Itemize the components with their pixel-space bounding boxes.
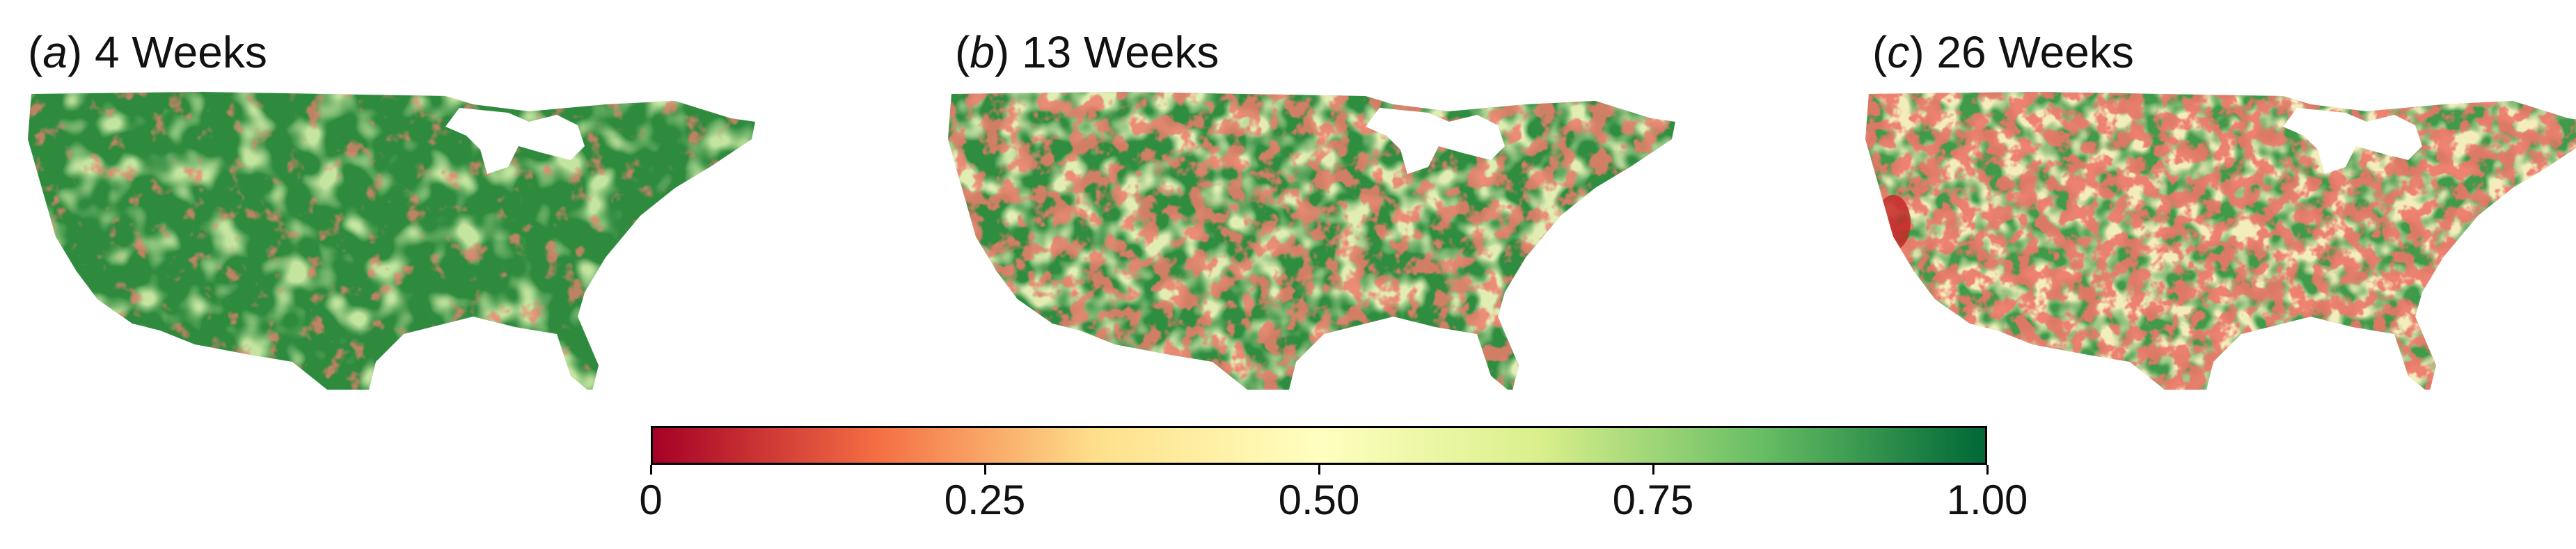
great-lakes bbox=[1366, 108, 1505, 174]
panel-b-title: (b) 13 Weeks bbox=[955, 27, 1219, 77]
colorbar-gradient bbox=[651, 426, 1987, 465]
colorbar-tick-label: 0.75 bbox=[1612, 477, 1694, 523]
colorbar-tick-label: 0 bbox=[639, 477, 663, 523]
panel-b: (b) 13 Weeks bbox=[948, 0, 1755, 417]
great-lakes bbox=[445, 108, 585, 174]
colorbar-tick-mark bbox=[649, 465, 652, 475]
panel-b-label: 13 Weeks bbox=[1009, 27, 1219, 77]
panel-c-title: (c) 26 Weeks bbox=[1872, 27, 2134, 77]
panel-a-label: 4 Weeks bbox=[82, 27, 267, 77]
panel-c-label: 26 Weeks bbox=[1924, 27, 2134, 77]
colorbar-tick-mark bbox=[1986, 465, 1989, 475]
colorbar-tick-mark bbox=[983, 465, 986, 475]
great-lakes bbox=[2283, 108, 2422, 174]
panel-c: (c) 26 Weeks bbox=[1865, 0, 2576, 417]
panel-a-letter: a bbox=[42, 27, 68, 77]
panel-b-letter: b bbox=[970, 27, 995, 77]
colorbar-tick-label: 0.25 bbox=[944, 477, 1026, 523]
colorbar: 0 0.25 0.50 0.75 1.00 bbox=[639, 426, 2028, 537]
panel-c-map bbox=[1865, 92, 2576, 390]
panel-c-letter: c bbox=[1887, 27, 1910, 77]
colorbar-tick-mark bbox=[1652, 465, 1654, 475]
colorbar-tick-mark bbox=[1318, 465, 1320, 475]
panel-a-title: (a) 4 Weeks bbox=[28, 27, 267, 77]
panel-b-map bbox=[948, 92, 1675, 390]
panel-a: (a) 4 Weeks bbox=[28, 0, 828, 417]
colorbar-tick-label: 0.50 bbox=[1278, 477, 1360, 523]
colorbar-tick-label: 1.00 bbox=[1946, 477, 2028, 523]
panel-a-map bbox=[28, 92, 755, 390]
